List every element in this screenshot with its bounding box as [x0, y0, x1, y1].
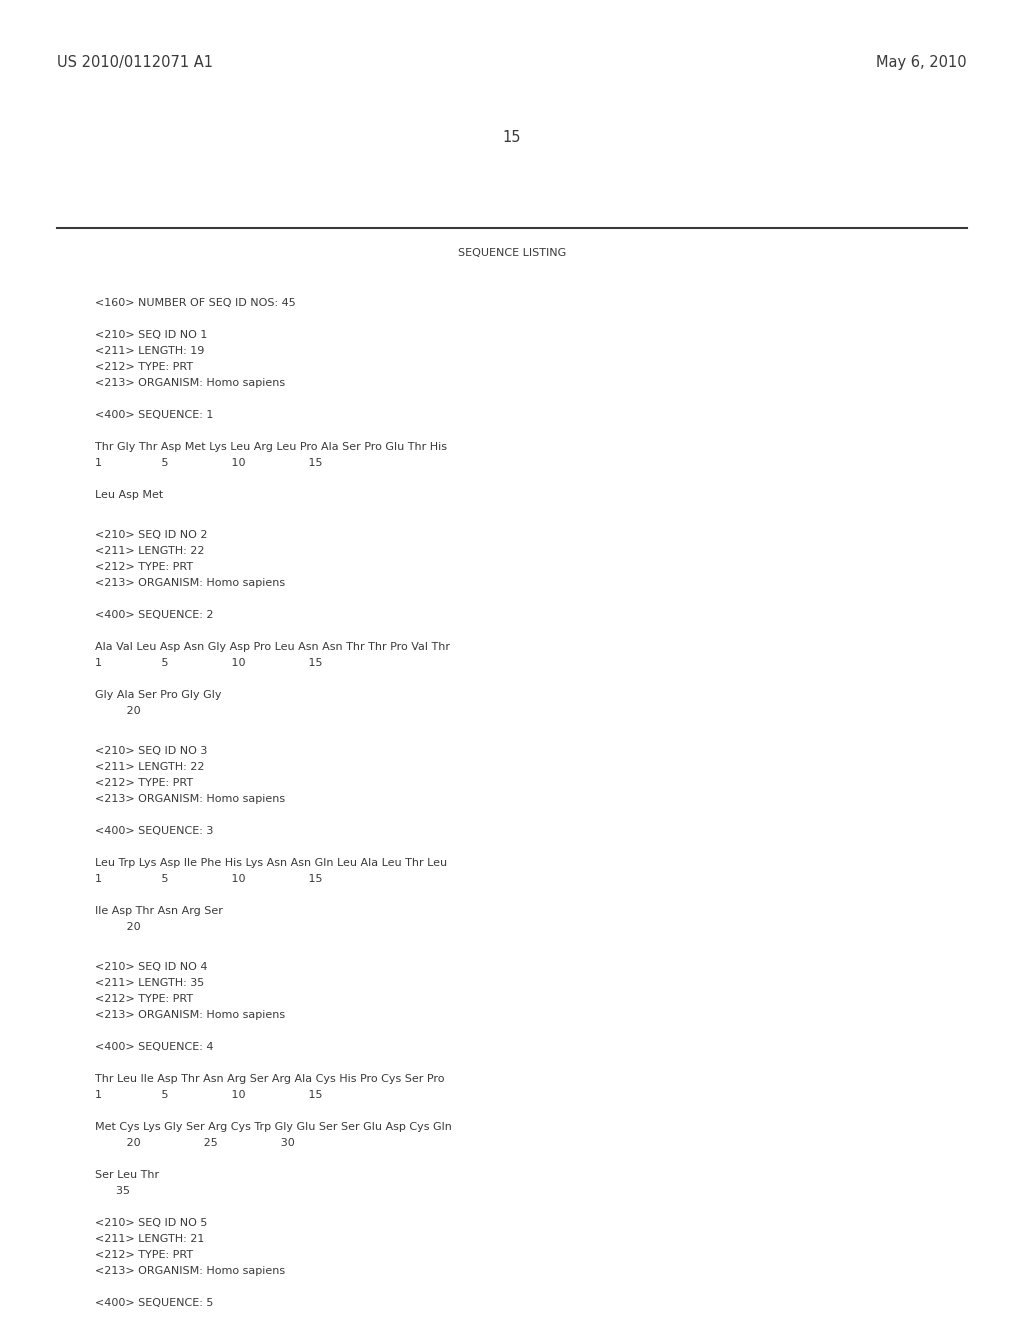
Text: 20                  25                  30: 20 25 30: [95, 1138, 295, 1148]
Text: 15: 15: [503, 129, 521, 145]
Text: <211> LENGTH: 35: <211> LENGTH: 35: [95, 978, 204, 987]
Text: <400> SEQUENCE: 4: <400> SEQUENCE: 4: [95, 1041, 213, 1052]
Text: Thr Gly Thr Asp Met Lys Leu Arg Leu Pro Ala Ser Pro Glu Thr His: Thr Gly Thr Asp Met Lys Leu Arg Leu Pro …: [95, 442, 447, 451]
Text: 1                 5                  10                  15: 1 5 10 15: [95, 657, 323, 668]
Text: <210> SEQ ID NO 5: <210> SEQ ID NO 5: [95, 1218, 208, 1228]
Text: SEQUENCE LISTING: SEQUENCE LISTING: [458, 248, 566, 257]
Text: <213> ORGANISM: Homo sapiens: <213> ORGANISM: Homo sapiens: [95, 795, 285, 804]
Text: <212> TYPE: PRT: <212> TYPE: PRT: [95, 1250, 194, 1261]
Text: <400> SEQUENCE: 3: <400> SEQUENCE: 3: [95, 826, 213, 836]
Text: Gly Ala Ser Pro Gly Gly: Gly Ala Ser Pro Gly Gly: [95, 690, 221, 700]
Text: <400> SEQUENCE: 1: <400> SEQUENCE: 1: [95, 411, 213, 420]
Text: <211> LENGTH: 22: <211> LENGTH: 22: [95, 546, 205, 556]
Text: Leu Asp Met: Leu Asp Met: [95, 490, 163, 500]
Text: 35: 35: [95, 1185, 130, 1196]
Text: <213> ORGANISM: Homo sapiens: <213> ORGANISM: Homo sapiens: [95, 1266, 285, 1276]
Text: 20: 20: [95, 921, 140, 932]
Text: Leu Trp Lys Asp Ile Phe His Lys Asn Asn Gln Leu Ala Leu Thr Leu: Leu Trp Lys Asp Ile Phe His Lys Asn Asn …: [95, 858, 447, 869]
Text: Met Cys Lys Gly Ser Arg Cys Trp Gly Glu Ser Ser Glu Asp Cys Gln: Met Cys Lys Gly Ser Arg Cys Trp Gly Glu …: [95, 1122, 452, 1133]
Text: <210> SEQ ID NO 2: <210> SEQ ID NO 2: [95, 531, 208, 540]
Text: <210> SEQ ID NO 4: <210> SEQ ID NO 4: [95, 962, 208, 972]
Text: <210> SEQ ID NO 3: <210> SEQ ID NO 3: [95, 746, 208, 756]
Text: May 6, 2010: May 6, 2010: [877, 55, 967, 70]
Text: <400> SEQUENCE: 5: <400> SEQUENCE: 5: [95, 1298, 213, 1308]
Text: 20: 20: [95, 706, 140, 715]
Text: <213> ORGANISM: Homo sapiens: <213> ORGANISM: Homo sapiens: [95, 578, 285, 587]
Text: <210> SEQ ID NO 1: <210> SEQ ID NO 1: [95, 330, 208, 341]
Text: 1                 5                  10                  15: 1 5 10 15: [95, 874, 323, 884]
Text: <211> LENGTH: 22: <211> LENGTH: 22: [95, 762, 205, 772]
Text: US 2010/0112071 A1: US 2010/0112071 A1: [57, 55, 213, 70]
Text: <212> TYPE: PRT: <212> TYPE: PRT: [95, 362, 194, 372]
Text: Thr Leu Ile Asp Thr Asn Arg Ser Arg Ala Cys His Pro Cys Ser Pro: Thr Leu Ile Asp Thr Asn Arg Ser Arg Ala …: [95, 1074, 444, 1084]
Text: <160> NUMBER OF SEQ ID NOS: 45: <160> NUMBER OF SEQ ID NOS: 45: [95, 298, 296, 308]
Text: Ser Leu Thr: Ser Leu Thr: [95, 1170, 159, 1180]
Text: <213> ORGANISM: Homo sapiens: <213> ORGANISM: Homo sapiens: [95, 1010, 285, 1020]
Text: <400> SEQUENCE: 2: <400> SEQUENCE: 2: [95, 610, 213, 620]
Text: Ala Val Leu Asp Asn Gly Asp Pro Leu Asn Asn Thr Thr Pro Val Thr: Ala Val Leu Asp Asn Gly Asp Pro Leu Asn …: [95, 642, 450, 652]
Text: <211> LENGTH: 19: <211> LENGTH: 19: [95, 346, 205, 356]
Text: 1                 5                  10                  15: 1 5 10 15: [95, 458, 323, 469]
Text: <211> LENGTH: 21: <211> LENGTH: 21: [95, 1234, 205, 1243]
Text: <212> TYPE: PRT: <212> TYPE: PRT: [95, 777, 194, 788]
Text: 1                 5                  10                  15: 1 5 10 15: [95, 1090, 323, 1100]
Text: <213> ORGANISM: Homo sapiens: <213> ORGANISM: Homo sapiens: [95, 378, 285, 388]
Text: <212> TYPE: PRT: <212> TYPE: PRT: [95, 562, 194, 572]
Text: <212> TYPE: PRT: <212> TYPE: PRT: [95, 994, 194, 1005]
Text: Ile Asp Thr Asn Arg Ser: Ile Asp Thr Asn Arg Ser: [95, 906, 223, 916]
